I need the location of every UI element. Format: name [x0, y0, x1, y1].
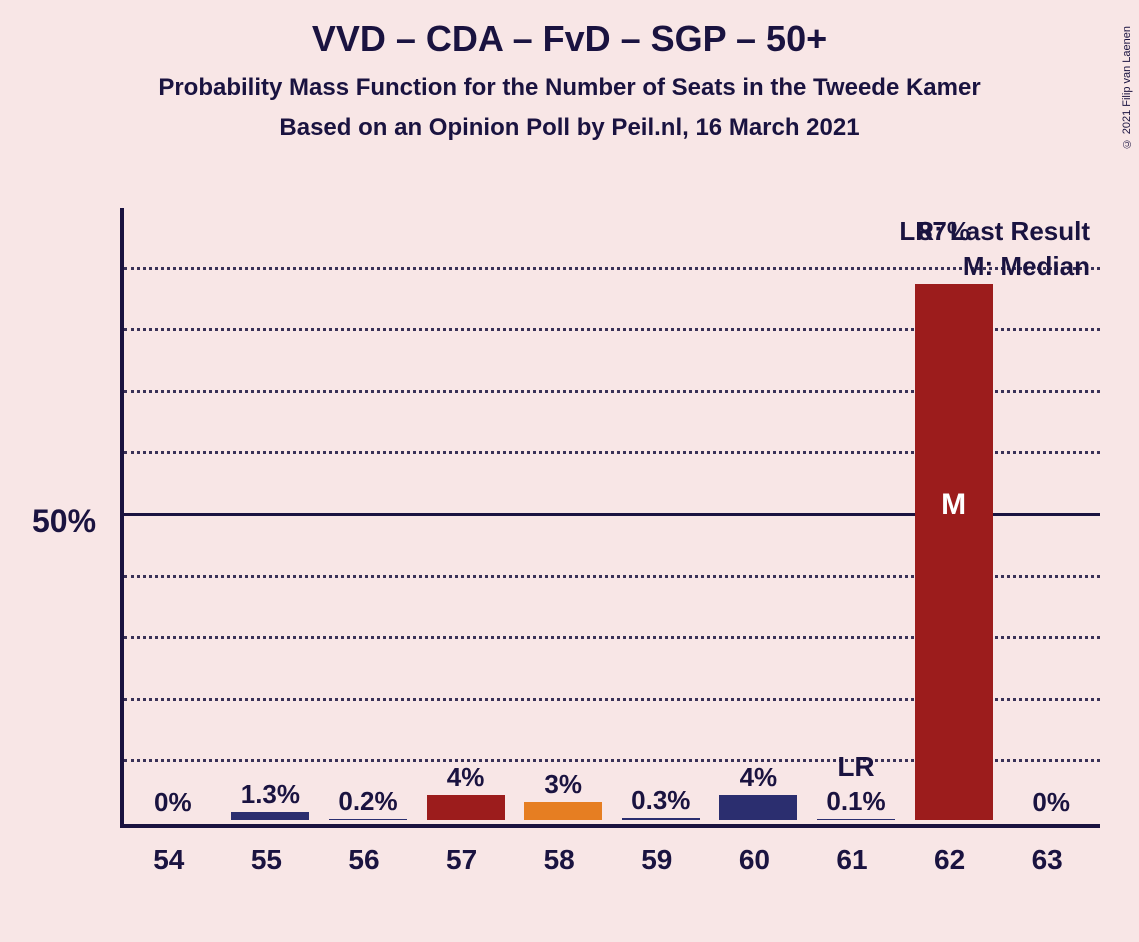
x-axis-tick-label: 57	[417, 844, 507, 876]
bar	[622, 818, 700, 820]
bar	[329, 819, 407, 820]
x-axis-tick-label: 56	[319, 844, 409, 876]
bar	[719, 795, 797, 820]
legend-box: 87% LR: Last Result M: Median	[899, 214, 1090, 284]
x-axis-tick-label: 55	[221, 844, 311, 876]
bar-value-label: 0.3%	[616, 785, 706, 816]
bar	[231, 812, 309, 820]
bar-value-label: 0.1%	[811, 786, 901, 817]
legend-overlap-pct: 87%	[918, 214, 970, 249]
bar	[427, 795, 505, 820]
bar-value-label: 4%	[713, 762, 803, 793]
chart-subtitle-2: Based on an Opinion Poll by Peil.nl, 16 …	[0, 114, 1139, 142]
bar-value-label: 4%	[421, 762, 511, 793]
x-axis-tick-label: 63	[1002, 844, 1092, 876]
bar-value-label: 0%	[1006, 787, 1096, 818]
gridline-minor	[124, 267, 1100, 270]
x-axis-tick-label: 60	[709, 844, 799, 876]
bar	[915, 284, 993, 820]
chart-title: VVD – CDA – FvD – SGP – 50+	[0, 18, 1139, 60]
x-axis-tick-label: 54	[124, 844, 214, 876]
bar-value-label: 0%	[128, 787, 218, 818]
plot-region: 87% LR: Last Result M: Median 0%1.3%0.2%…	[120, 208, 1100, 828]
chart-subtitle-1: Probability Mass Function for the Number…	[0, 74, 1139, 102]
x-axis-tick-label: 61	[807, 844, 897, 876]
bar-value-label: 0.2%	[323, 786, 413, 817]
bar	[817, 819, 895, 820]
bar-value-label: 1.3%	[225, 779, 315, 810]
chart-area: 87% LR: Last Result M: Median 0%1.3%0.2%…	[120, 208, 1100, 828]
bar	[524, 802, 602, 820]
x-axis-tick-label: 59	[612, 844, 702, 876]
bar-value-label: 3%	[518, 769, 608, 800]
x-axis-tick-label: 62	[905, 844, 995, 876]
copyright-text: © 2021 Filip van Laenen	[1121, 26, 1133, 149]
y-axis-label-50: 50%	[32, 503, 96, 540]
bar-annotation-median: M	[909, 488, 999, 522]
x-axis-tick-label: 58	[514, 844, 604, 876]
bar-annotation: LR	[811, 751, 901, 783]
